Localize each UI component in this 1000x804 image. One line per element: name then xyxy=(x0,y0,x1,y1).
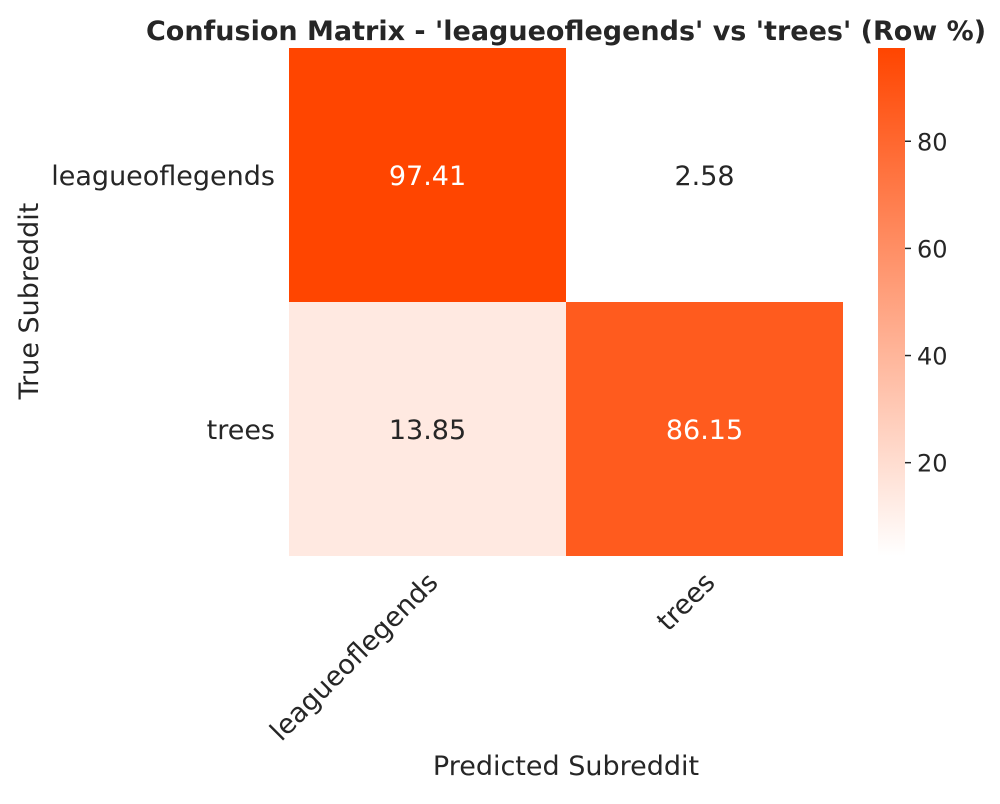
colorbar-tick-label-80: 80 xyxy=(917,128,948,156)
chart-title: Confusion Matrix - 'leagueoflegends' vs … xyxy=(146,16,986,47)
x-tick-label-leagueoflegends: leagueoflegends xyxy=(264,567,444,747)
colorbar-tick-label-20: 20 xyxy=(917,450,948,478)
y-axis-label: True Subreddit xyxy=(14,203,45,401)
x-axis-tick-labels: leagueoflegends trees xyxy=(264,567,721,747)
heatmap-cell-0-0 xyxy=(289,48,566,302)
colorbar-tick-label-40: 40 xyxy=(917,343,948,371)
heatmap-cell-1-1 xyxy=(566,302,843,556)
heatmap-cell-1-0 xyxy=(289,302,566,556)
cell-value-label-1-1: 86.15 xyxy=(666,415,743,446)
colorbar-tick-label-60: 60 xyxy=(917,235,948,263)
cell-value-label-0-0: 97.41 xyxy=(389,161,466,192)
cell-value-label-0-1: 2.58 xyxy=(674,161,734,192)
heatmap-cells xyxy=(289,48,843,556)
heatmap-cell-labels: 97.41 2.58 13.85 86.15 xyxy=(389,161,743,446)
x-axis-label: Predicted Subreddit xyxy=(433,751,699,782)
y-axis-tick-labels: leagueoflegends trees xyxy=(51,161,275,446)
cell-value-label-1-0: 13.85 xyxy=(389,415,466,446)
y-tick-label-leagueoflegends: leagueoflegends xyxy=(51,161,275,192)
colorbar-ticks: 20 40 60 80 xyxy=(905,128,948,478)
colorbar xyxy=(878,48,905,556)
y-tick-label-trees: trees xyxy=(207,415,275,446)
heatmap-cell-0-1 xyxy=(566,48,843,302)
x-tick-label-trees: trees xyxy=(651,567,721,637)
